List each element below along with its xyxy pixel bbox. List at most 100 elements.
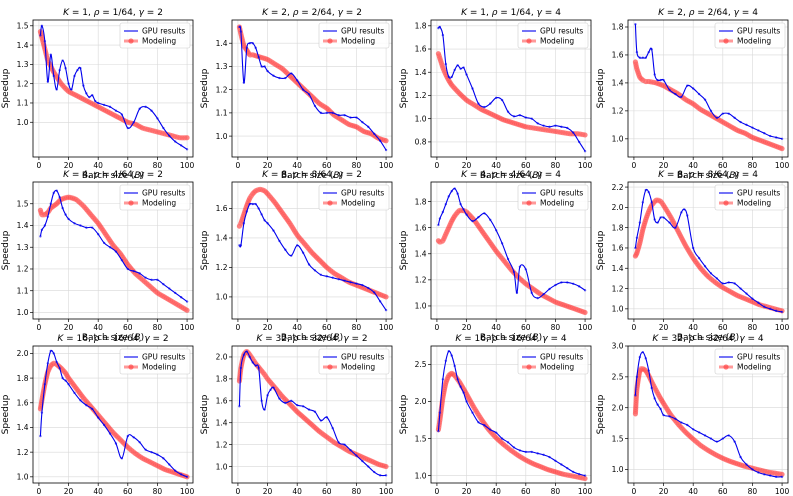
gpu-point bbox=[536, 296, 539, 300]
model-point bbox=[383, 138, 389, 144]
model-point bbox=[671, 221, 677, 227]
gpu-point bbox=[102, 103, 106, 107]
model-point bbox=[775, 144, 781, 150]
gpu-point bbox=[266, 394, 269, 397]
model-point bbox=[174, 134, 180, 140]
model-point bbox=[381, 137, 387, 143]
gpu-point bbox=[542, 124, 545, 127]
model-point bbox=[664, 406, 670, 412]
model-point bbox=[290, 75, 296, 82]
model-point bbox=[534, 289, 540, 295]
model-point bbox=[705, 111, 711, 117]
subplot-title: K = 8, ρ = 8/64, γ = 2 bbox=[262, 170, 362, 180]
gpu-point bbox=[647, 50, 650, 54]
model-point bbox=[523, 457, 529, 463]
x-tick-label: 20 bbox=[462, 323, 472, 332]
model-point bbox=[184, 135, 190, 141]
model-point bbox=[446, 225, 452, 231]
model-point bbox=[643, 216, 649, 223]
model-point bbox=[127, 120, 133, 126]
model-point bbox=[250, 52, 256, 58]
y-axis-label: Speedup bbox=[200, 68, 210, 108]
y-tick-label: 1.2 bbox=[612, 107, 624, 116]
model-point bbox=[165, 468, 172, 474]
model-point bbox=[297, 411, 303, 417]
subplot-1: 0 20 40 60 80 100 1.0 1.1 1.2 1.3 1.4 1.5 K = 1, ρ =… bbox=[1, 8, 194, 181]
model-point bbox=[266, 58, 273, 64]
gpu-point bbox=[266, 69, 269, 73]
model-point bbox=[639, 229, 645, 235]
subplot-title: K = 1, ρ = 1/64, γ = 2 bbox=[63, 8, 163, 18]
model-point bbox=[446, 77, 452, 83]
gpu-point bbox=[132, 436, 135, 439]
model-point bbox=[42, 212, 48, 218]
model-point bbox=[339, 117, 345, 123]
model-point bbox=[151, 461, 157, 467]
gpu-point bbox=[560, 281, 563, 284]
model-point bbox=[120, 254, 126, 260]
model-point bbox=[663, 404, 669, 410]
model-point bbox=[441, 67, 447, 73]
model-point bbox=[67, 195, 74, 201]
model-point bbox=[122, 258, 128, 264]
model-point bbox=[303, 243, 309, 249]
model-point bbox=[110, 429, 116, 435]
y-tick-label: 1.8 bbox=[216, 375, 228, 384]
gpu-point bbox=[278, 76, 281, 80]
model-point bbox=[738, 129, 744, 135]
model-point bbox=[582, 475, 588, 482]
gpu-point bbox=[185, 300, 189, 303]
x-tick-label: 0 bbox=[435, 323, 440, 332]
model-point bbox=[759, 138, 765, 144]
gpu-point bbox=[763, 305, 766, 309]
model-point bbox=[635, 68, 641, 74]
model-point bbox=[541, 465, 547, 471]
model-point bbox=[116, 435, 122, 441]
model-point bbox=[276, 63, 282, 70]
model-point bbox=[498, 254, 504, 260]
model-point bbox=[502, 443, 509, 449]
model-point bbox=[313, 426, 320, 432]
gpu-point bbox=[108, 432, 112, 435]
x-tick-label: 40 bbox=[93, 487, 103, 496]
model-point bbox=[108, 110, 114, 117]
model-point bbox=[312, 253, 318, 259]
gpu-point bbox=[150, 278, 153, 282]
x-tick-label: 40 bbox=[292, 323, 302, 332]
gpu-point bbox=[378, 300, 382, 303]
model-point bbox=[697, 106, 704, 113]
gpu-point bbox=[179, 144, 183, 147]
model-point bbox=[290, 404, 296, 410]
model-point bbox=[662, 402, 668, 408]
model-point bbox=[442, 233, 448, 239]
model-point bbox=[273, 201, 279, 207]
model-point bbox=[699, 267, 705, 273]
model-point bbox=[93, 103, 99, 109]
gpu-point bbox=[67, 217, 70, 221]
gpu-point bbox=[319, 273, 323, 277]
model-point bbox=[88, 212, 94, 218]
model-point bbox=[337, 274, 343, 280]
model-point bbox=[486, 427, 492, 433]
model-point bbox=[702, 270, 708, 276]
x-tick-label: 100 bbox=[180, 161, 195, 170]
model-point bbox=[325, 107, 331, 113]
model-point bbox=[482, 108, 488, 114]
model-point bbox=[357, 126, 363, 132]
model-point bbox=[377, 292, 384, 298]
y-axis-label: Speedup bbox=[596, 230, 606, 270]
model-point bbox=[444, 376, 450, 382]
gpu-point bbox=[85, 92, 88, 95]
model-point bbox=[683, 243, 689, 249]
gpu-point bbox=[52, 191, 55, 195]
model-point bbox=[722, 456, 728, 462]
x-tick-label: 100 bbox=[578, 161, 593, 170]
model-point bbox=[376, 291, 382, 297]
gpu-point bbox=[67, 82, 70, 85]
gpu-point bbox=[638, 221, 642, 224]
model-point bbox=[141, 456, 148, 462]
x-tick-label: 80 bbox=[748, 161, 758, 170]
model-point bbox=[251, 189, 257, 195]
model-point bbox=[75, 388, 82, 394]
